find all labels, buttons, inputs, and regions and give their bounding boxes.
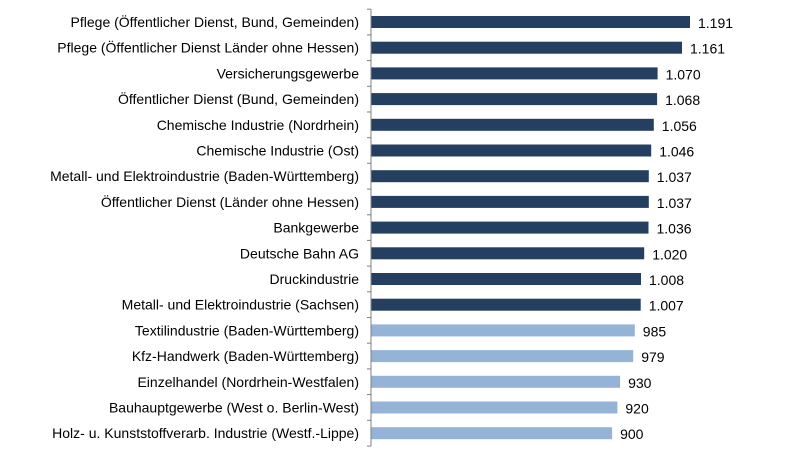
value-label: 1.068 [665,92,700,108]
category-label: Chemische Industrie (Nordrhein) [157,117,359,133]
value-labels-group: 1.191 1.161 1.070 1.068 1.056 1.046 1.037 1.037… [620,15,733,442]
category-label: Holz- u. Kunststoffverarb. Industrie (We… [52,425,359,441]
bar [371,170,649,183]
value-label: 1.036 [657,221,692,237]
value-label: 1.037 [657,169,692,185]
value-label: 1.037 [657,195,692,211]
category-labels-group: Pflege (Öffentlicher Dienst, Bund, Gemei… [50,13,359,441]
category-label: Textilindustrie (Baden-Württemberg) [135,322,359,338]
value-label: 1.008 [649,272,684,288]
value-label: 1.020 [652,246,687,262]
bar [371,401,618,414]
bar [371,375,621,388]
category-label: Einzelhandel (Nordrhein-Westfalen) [137,374,359,390]
category-label: Öffentlicher Dienst (Länder ohne Hessen) [101,193,359,210]
category-label: Pflege (Öffentlicher Dienst, Bund, Gemei… [71,13,359,30]
category-label: Bankgewerbe [273,220,359,236]
bar [371,144,652,157]
value-label: 920 [625,401,649,417]
category-label: Metall- und Elektroindustrie (Sachsen) [122,297,359,313]
category-label: Deutsche Bahn AG [240,245,359,261]
category-label: Pflege (Öffentlicher Dienst Länder ohne … [57,39,359,56]
value-label: 1.161 [690,41,725,57]
value-label: 1.046 [659,144,694,160]
bar [371,298,641,311]
bar [371,247,645,260]
category-label: Metall- und Elektroindustrie (Baden-Würt… [50,168,359,184]
category-label: Druckindustrie [270,271,360,287]
value-label: 985 [643,323,667,339]
bar [371,67,658,80]
bar [371,427,613,440]
value-label: 900 [620,426,644,442]
category-label: Kfz-Handwerk (Baden-Württemberg) [132,348,359,364]
bar [371,324,635,337]
bar [371,118,654,131]
bar [371,93,658,106]
value-label: 930 [628,375,652,391]
category-label: Versicherungsgewerbe [217,65,360,81]
value-label: 1.191 [698,15,733,31]
value-label: 1.056 [662,118,697,134]
bar [371,273,641,285]
bar [371,221,649,234]
category-label: Bauhauptgewerbe (West o. Berlin-West) [109,400,359,416]
bar [371,16,690,28]
bars-group [371,16,690,440]
category-label: Öffentlicher Dienst (Bund, Gemeinden) [118,90,359,107]
y-axis-group [367,8,372,447]
value-label: 979 [641,349,665,365]
bar [371,195,649,208]
category-label: Chemische Industrie (Ost) [196,143,359,159]
bar [371,350,634,363]
value-label: 1.007 [649,298,684,314]
value-label: 1.070 [666,66,701,82]
bar [371,41,682,54]
